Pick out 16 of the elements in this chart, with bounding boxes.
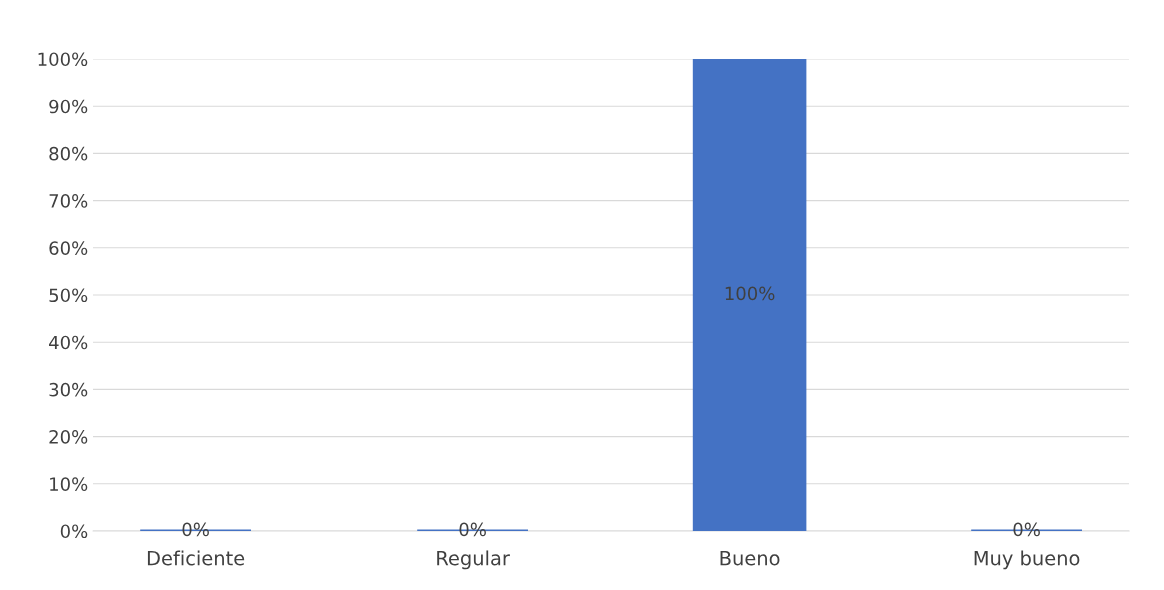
y-tick-label: 60% [49, 241, 88, 255]
data-label: 100% [725, 286, 775, 301]
y-tick-label: 50% [49, 288, 88, 303]
y-tick-label: 90% [49, 99, 88, 114]
x-tick-label: Deficiente [147, 550, 245, 566]
y-tick-label: 100% [38, 52, 88, 67]
y-tick-label: 10% [50, 477, 88, 491]
y-tick-label: 80% [49, 146, 88, 161]
y-tick-label: 70% [49, 194, 88, 208]
x-tick-label: Regular [437, 550, 510, 570]
x-tick-label: Muy bueno [974, 550, 1080, 570]
y-tick-label: 40% [49, 335, 88, 350]
x-tick-label: Bueno [720, 551, 780, 566]
y-tick-label: 0% [60, 524, 88, 539]
y-tick-label: 20% [49, 430, 88, 444]
y-tick-label: 30% [49, 382, 88, 397]
